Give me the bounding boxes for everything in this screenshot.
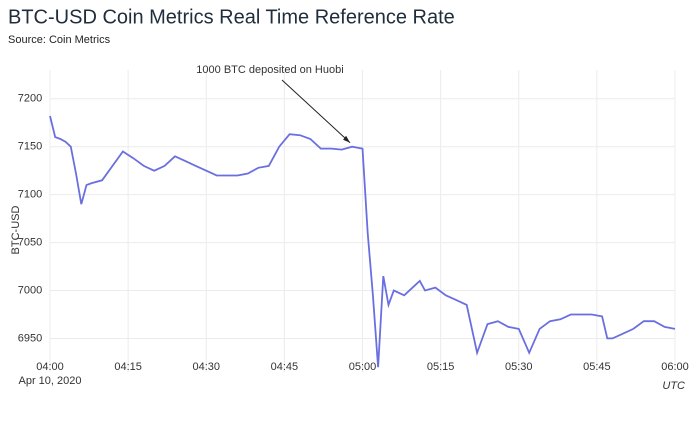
y-tick-label: 7050 (18, 236, 42, 248)
y-tick-label: 7000 (18, 284, 42, 296)
y-axis-label: BTC-USD (10, 206, 22, 255)
annotation-arrow (281, 79, 351, 144)
annotation-arrowhead (343, 135, 351, 143)
y-tick-label: 6950 (18, 332, 42, 344)
x-tick-label: 05:45 (583, 361, 611, 373)
chart-subtitle: Source: Coin Metrics (8, 34, 111, 46)
x-tick-label: 04:15 (114, 361, 142, 373)
y-tick-label: 7200 (18, 93, 42, 105)
y-tick-label: 7150 (18, 141, 42, 153)
annotation: 1000 BTC deposited on Huobi (196, 64, 343, 76)
x-unit-label: UTC (662, 380, 685, 392)
x-tick-label: 05:00 (349, 361, 377, 373)
y-tick-label: 7100 (18, 189, 42, 201)
x-tick-label: 04:45 (271, 361, 299, 373)
x-tick-label: 06:00 (661, 361, 689, 373)
chart-title: BTC-USD Coin Metrics Real Time Reference… (8, 6, 455, 28)
x-tick-label: 04:30 (192, 361, 220, 373)
x-tick-label: 05:15 (427, 361, 455, 373)
x-tick-label: 05:30 (505, 361, 533, 373)
x-tick-label: 04:00 (36, 361, 64, 373)
line (49, 115, 676, 368)
x-date-label: Apr 10, 2020 (19, 375, 82, 387)
